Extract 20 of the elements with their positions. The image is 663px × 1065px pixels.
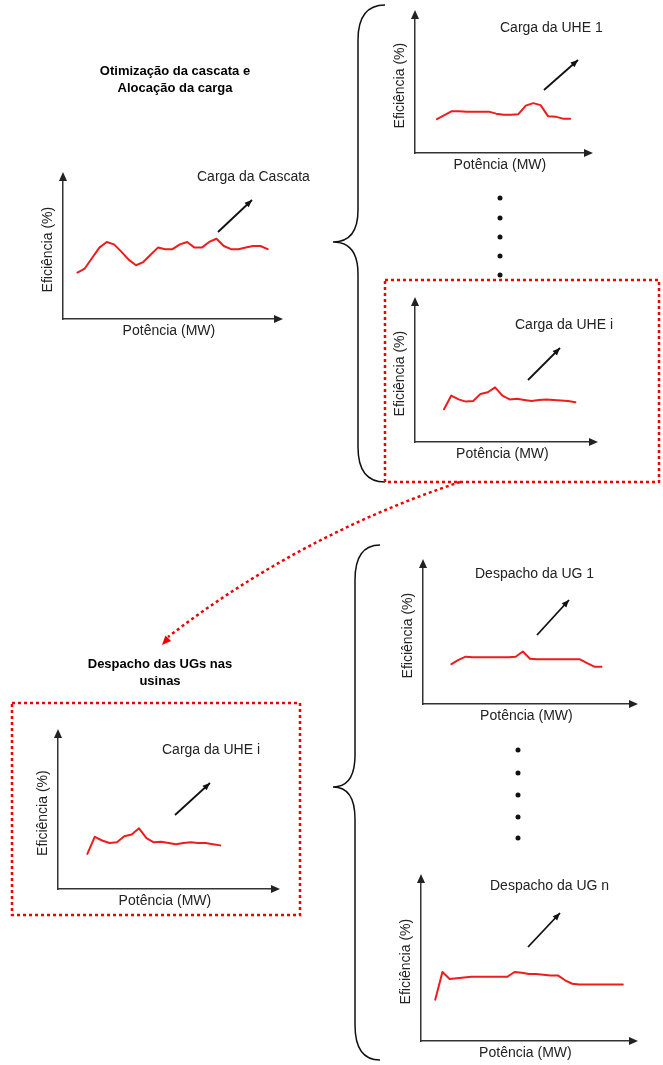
y-axis-title: Eficiência (%) — [39, 206, 56, 293]
y-axis-title: Eficiência (%) — [397, 918, 414, 1005]
x-axis-title: Potência (MW) — [479, 1044, 572, 1061]
y-axis-title: Eficiência (%) — [34, 770, 51, 856]
text: Carga da Cascata — [197, 167, 311, 184]
y-axis-title: Eficiência (%) — [399, 592, 416, 679]
y-axis-title: Eficiência (%) — [391, 330, 408, 417]
text: Carga da UHE i — [515, 315, 614, 332]
x-axis-title: Potência (MW) — [122, 322, 216, 339]
x-axis-title: Potência (MW) — [456, 445, 549, 462]
y-axis-title: Eficiência (%) — [391, 42, 408, 129]
chart-title: Despacho das UGs nas usinas — [86, 655, 234, 689]
text: Despacho da UG 1 — [475, 564, 595, 581]
text: Carga da UHE i — [162, 740, 261, 757]
text: Despacho da UG n — [490, 876, 610, 893]
chart-title: Otimização da cascata e Alocação da carga — [98, 62, 252, 96]
x-axis-title: Potência (MW) — [118, 892, 212, 909]
text: Carga da UHE 1 — [500, 18, 603, 35]
x-axis-title: Potência (MW) — [480, 707, 573, 724]
x-axis-title: Potência (MW) — [453, 156, 547, 173]
